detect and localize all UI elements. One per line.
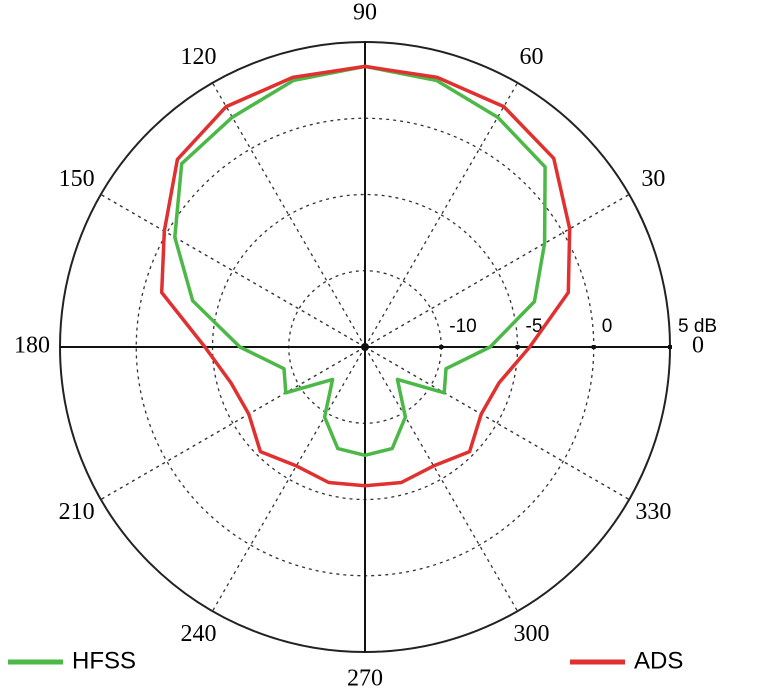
- r-tick-label: 0: [602, 316, 613, 337]
- spoke: [100, 346, 366, 501]
- angle-label: 240: [181, 621, 217, 647]
- angle-label: 180: [14, 333, 50, 359]
- legend-label: ADS: [634, 647, 683, 674]
- angle-label: 150: [59, 166, 95, 192]
- angle-label: 270: [347, 666, 383, 692]
- r-tick: [668, 345, 672, 349]
- angle-label: 330: [635, 499, 671, 525]
- r-tick: [439, 345, 444, 349]
- r-tick: [591, 345, 596, 349]
- spoke: [364, 193, 630, 348]
- angle-label: 30: [641, 166, 665, 192]
- spoke: [364, 82, 519, 348]
- spoke: [211, 346, 366, 612]
- series-line: [173, 64, 547, 458]
- r-tick-label: -10: [449, 316, 476, 337]
- angle-label: 210: [59, 499, 95, 525]
- spoke: [364, 346, 519, 612]
- angle-label: 90: [353, 0, 377, 26]
- r-tick-label: -5: [526, 316, 543, 337]
- angle-label: 0: [692, 333, 704, 359]
- center-dot: [361, 343, 369, 351]
- series-line: [159, 64, 572, 488]
- spoke: [211, 82, 366, 348]
- r-tick: [515, 345, 520, 349]
- angle-label: 60: [520, 44, 544, 70]
- r-tick-label: 5 dB: [678, 316, 717, 337]
- spoke: [100, 193, 366, 348]
- spoke: [364, 346, 630, 501]
- legend-label: HFSS: [72, 647, 136, 674]
- angle-label: 300: [514, 621, 550, 647]
- angle-label: 120: [181, 44, 217, 70]
